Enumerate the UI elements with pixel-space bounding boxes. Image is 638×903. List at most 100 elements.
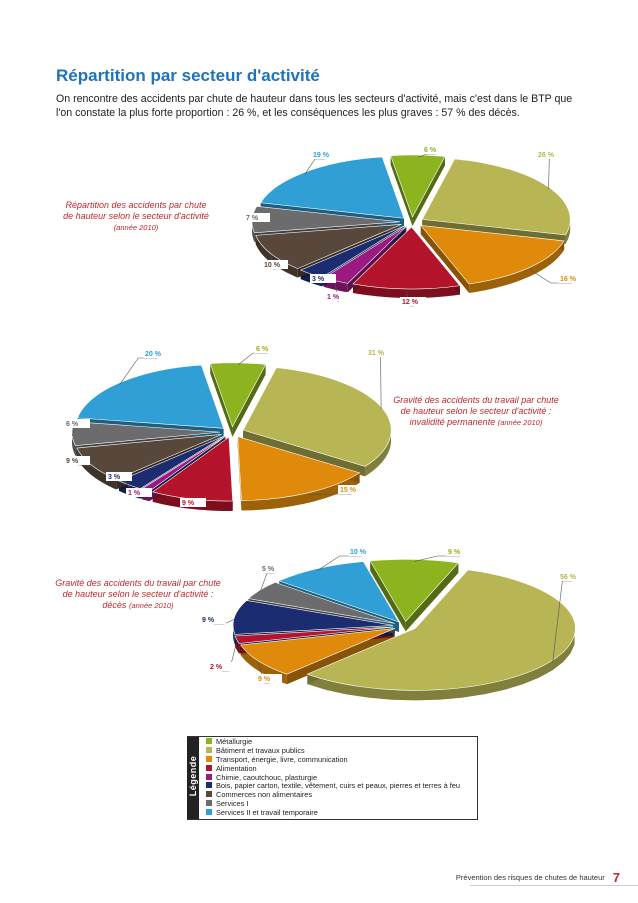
slice-side <box>365 427 392 477</box>
pie-slice <box>352 226 461 290</box>
slice-edge <box>390 155 413 226</box>
chart1-caption: Répartition des accidents par chute de h… <box>63 200 209 232</box>
legend-item: Alimentation <box>206 763 460 774</box>
data-label: 56 % <box>560 574 577 581</box>
label-bg <box>254 344 280 353</box>
label-bg <box>536 150 562 159</box>
legend-item: Services II et travail temporaire <box>206 808 460 818</box>
legend-label: Bâtiment et travaux publics <box>216 745 305 755</box>
pie-slice <box>255 224 402 269</box>
legend-swatch <box>206 746 212 753</box>
legend-item: Services I <box>206 799 460 809</box>
data-label: 3 % <box>108 474 121 481</box>
label-bg <box>366 348 392 357</box>
data-label: 9 % <box>448 549 461 556</box>
slice-edge <box>420 225 470 294</box>
legend-label: Chimie, caoutchouc, plasturgie <box>216 772 318 782</box>
label-bg <box>126 488 152 497</box>
legend-item: Chimie, caoutchouc, plasturgie <box>206 772 460 783</box>
data-label: 12 % <box>402 299 419 306</box>
label-bg <box>310 274 336 283</box>
label-bg <box>311 150 337 159</box>
label-bg <box>106 472 132 481</box>
pie-chart-2: 6 % 31 % 15 % 9 % 1 % 3 % 9 % 6 % 20 % <box>64 344 392 512</box>
pie-slice <box>209 362 267 428</box>
slice-edge <box>370 560 406 632</box>
legend-label: Alimentation <box>216 763 257 773</box>
data-label: 31 % <box>368 350 385 357</box>
legend-swatch <box>206 764 212 771</box>
label-bg <box>338 485 364 494</box>
slice-edge <box>412 156 445 226</box>
label-bg <box>256 674 282 683</box>
label-bg <box>143 349 169 358</box>
label-bg <box>64 419 90 428</box>
chart2-caption: Gravité des accidents du travail par chu… <box>393 395 559 427</box>
legend-label: Transport, énergie, livre, communication <box>216 754 348 764</box>
slice-edge <box>286 628 395 685</box>
page-title: Répartition par secteur d'activité <box>56 66 320 85</box>
data-label: 10 % <box>350 549 367 556</box>
data-label: 7 % <box>246 215 259 222</box>
pie-slice <box>77 364 225 429</box>
legend-item: Bois, papier carton, textile, vêtement, … <box>206 782 460 791</box>
chart3-caption: Gravité des accidents du travail par chu… <box>55 578 221 610</box>
pie-slice <box>232 600 394 635</box>
label-bg <box>180 498 206 507</box>
label-bg <box>400 297 426 306</box>
legend-swatch <box>206 738 212 744</box>
label-bg <box>558 274 584 283</box>
data-label: 19 % <box>313 152 330 159</box>
legend-label: Bois, papier carton, textile, vêtement, … <box>216 781 461 791</box>
label-leader <box>380 356 382 409</box>
slice-side <box>469 240 565 294</box>
slice-side <box>72 429 76 456</box>
pie-slice <box>278 561 400 623</box>
legend-swatch <box>206 755 212 762</box>
slice-edge <box>405 562 459 632</box>
legend-label: Métallurgie <box>216 737 253 746</box>
pie-slice <box>247 582 395 624</box>
slice-side <box>307 634 575 701</box>
pie-chart-1: 6 % 26 % 16 % 12 % 1 % 3 % 10 % 7 % 19 % <box>244 145 584 307</box>
label-bg <box>64 456 90 465</box>
legend: Légende Métallurgie Bâtiment et travaux p… <box>187 736 478 820</box>
data-label: 2 % <box>210 664 223 671</box>
label-bg <box>558 572 584 581</box>
legend-label: Commerces non alimentaires <box>216 790 313 800</box>
pie-slice <box>420 225 565 285</box>
pie-chart-3: 9 % 56 % 9 % 2 % 9 % 5 % 10 % <box>200 547 584 701</box>
footer: Prévention des risques de chutes de haut… <box>456 870 620 885</box>
data-label: 1 % <box>327 294 340 301</box>
data-label: 16 % <box>560 276 577 283</box>
legend-swatch <box>206 800 212 807</box>
slice-edge <box>243 430 366 477</box>
data-label: 9 % <box>182 500 195 507</box>
legend-item: Transport, énergie, livre, communication <box>206 754 460 765</box>
slice-side <box>353 283 460 299</box>
page-number: 7 <box>612 870 620 885</box>
slice-edge <box>232 364 266 437</box>
data-label: 3 % <box>312 276 325 283</box>
data-label: 6 % <box>66 421 79 428</box>
data-label: 15 % <box>340 487 357 494</box>
legend-header: Légende <box>187 737 199 819</box>
slice-side <box>241 472 360 511</box>
legend-swatch <box>206 791 212 798</box>
label-leader <box>548 158 550 190</box>
label-bg <box>208 662 234 671</box>
slice-side <box>252 219 255 242</box>
intro-text: On rencontre des accidents par chute de … <box>56 93 573 119</box>
legend-items: Métallurgie Bâtiment et travaux publics Tr… <box>206 737 460 818</box>
legend-item: Commerces non alimentaires <box>206 790 460 800</box>
pie-slice <box>260 156 405 219</box>
data-label: 6 % <box>424 147 437 154</box>
legend-item: Métallurgie <box>206 737 460 747</box>
label-bg <box>262 260 288 269</box>
data-label: 1 % <box>128 490 141 497</box>
label-bg <box>260 564 286 573</box>
label-bg <box>200 615 226 624</box>
pie-slice <box>390 154 446 218</box>
legend-swatch <box>206 782 212 789</box>
label-bg <box>325 292 351 301</box>
